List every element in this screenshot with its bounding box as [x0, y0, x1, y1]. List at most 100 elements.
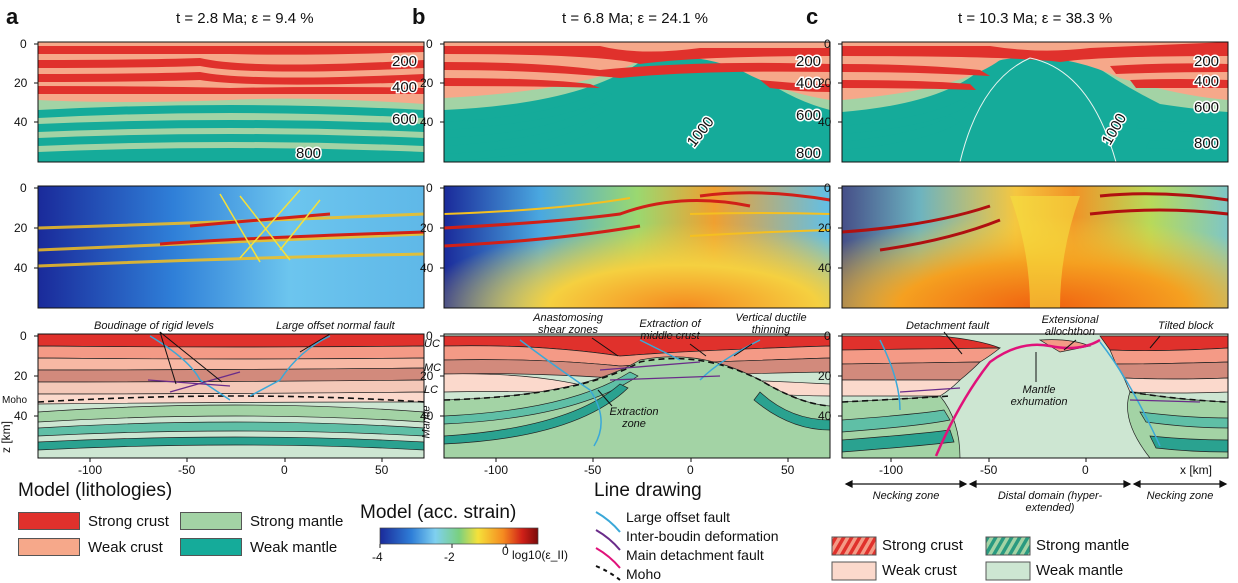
lithology-panel-c: [842, 42, 1228, 163]
strain-panel-c: [841, 186, 1229, 308]
panel-letter-c: c: [806, 4, 819, 29]
cbar-tick-m4: -4: [372, 550, 383, 564]
xtick-a-m100: -100: [78, 463, 103, 477]
moho-side-label: Moho: [2, 395, 28, 406]
legend-drawing-strong-mantle-label: Strong mantle: [1036, 537, 1130, 554]
strain-panel-b: [443, 186, 831, 308]
panel-title-a: t = 2.8 Ma; ε = 9.4 %: [176, 10, 314, 27]
ytick-a-r1-40: 40: [14, 115, 28, 129]
annot-normal-fault: Large offset normal fault: [276, 320, 395, 332]
strong-crust-swatch: [18, 512, 80, 530]
strong-mantle-label: Strong mantle: [250, 512, 344, 530]
domain-necking-left: Necking zone: [872, 490, 940, 502]
lithology-panel-a: [38, 42, 424, 162]
xtick-b-50: 50: [781, 463, 795, 477]
annot-extensional-allochthon: Extensional allochthon: [1041, 314, 1099, 338]
isotherm-a-800: 800: [296, 145, 321, 162]
isotherm-b-200: 200: [796, 53, 821, 70]
legend-line-main-detachment: [595, 547, 621, 569]
legend-large-offset-fault-label: Large offset fault: [626, 509, 731, 525]
ytick-a-r2-20: 20: [14, 221, 28, 235]
legend-drawing-weak-crust-label: Weak crust: [882, 562, 957, 579]
ytick-c-r2-40: 40: [818, 261, 832, 275]
isotherm-b-800: 800: [796, 145, 821, 162]
panel-letter-a: a: [6, 4, 19, 29]
annot-vertical-ductile: Vertical ductile thinning: [735, 312, 807, 336]
xtick-b-0: 0: [687, 463, 694, 477]
legend-strong-mantle: Strong mantle: [180, 512, 343, 530]
ytick-a-r3-20: 20: [14, 369, 28, 383]
legend-drawing-weak-mantle-label: Weak mantle: [1036, 562, 1124, 579]
isotherm-b-600: 600: [796, 107, 821, 124]
drawing-panel-b: [443, 334, 831, 459]
weak-crust-label: Weak crust: [88, 538, 163, 556]
legend-line-inter-boudin: [595, 529, 621, 551]
legend-drawing-weak-mantle-swatch: [985, 561, 1031, 581]
legend-drawing-strong-crust-label: Strong crust: [882, 537, 963, 554]
legend-main-detachment-label: Main detachment fault: [626, 547, 764, 563]
x-axis-label: x [km]: [1180, 463, 1212, 477]
ytick-a-r2-40: 40: [14, 261, 28, 275]
xtick-c-0: 0: [1082, 463, 1089, 477]
cbar-unit: log10(ε_II): [512, 548, 569, 562]
ytick-c-r3-40: 40: [818, 409, 832, 423]
xtick-a-m50: -50: [178, 463, 196, 477]
ytick-a-r3-0: 0: [20, 329, 27, 343]
ytick-c-r1-20: 20: [818, 76, 832, 90]
ytick-a-r2-0: 0: [20, 181, 27, 195]
ytick-b-r2-20: 20: [420, 221, 434, 235]
ytick-c-r3-20: 20: [818, 369, 832, 383]
legend-lithologies-title: Model (lithologies): [18, 480, 173, 501]
annot-extraction-middle: Extraction of middle crust: [639, 318, 701, 342]
isotherm-c-400: 400: [1194, 73, 1219, 90]
legend-drawing-strong-crust-swatch: [831, 536, 877, 556]
legend-inter-boudin-label: Inter-boudin deformation: [626, 528, 779, 544]
panel-letter-b: b: [412, 4, 426, 29]
ytick-b-r1-0: 0: [426, 37, 433, 51]
xtick-a-50: 50: [375, 463, 389, 477]
y-axis-label: z [km]: [0, 421, 13, 453]
strain-colorbar: [379, 527, 539, 545]
ytick-c-r2-20: 20: [818, 221, 832, 235]
isotherm-a-600: 600: [392, 111, 417, 128]
isotherm-a-400: 400: [392, 79, 417, 96]
ytick-c-r1-0: 0: [824, 37, 831, 51]
annot-mantle-exhumation: Mantle exhumation: [1010, 384, 1068, 408]
ytick-b-r3-20: 20: [420, 369, 434, 383]
weak-mantle-swatch: [180, 538, 242, 556]
lithology-panel-b: [444, 42, 830, 162]
ytick-a-r1-20: 20: [14, 76, 28, 90]
isotherm-b-400: 400: [796, 75, 821, 92]
isotherm-c-200: 200: [1194, 53, 1219, 70]
ytick-b-r2-0: 0: [426, 181, 433, 195]
ytick-b-r2-40: 40: [420, 261, 434, 275]
cbar-tick-0: 0: [502, 544, 509, 558]
isotherm-a-200: 200: [392, 53, 417, 70]
legend-weak-crust: Weak crust: [18, 538, 163, 556]
legend-moho-label: Moho: [626, 566, 662, 582]
legend-drawing-weak-crust-swatch: [831, 561, 877, 581]
lc-label: LC: [424, 384, 439, 396]
legend-strong-crust: Strong crust: [18, 512, 169, 530]
annot-boudinage: Boudinage of rigid levels: [94, 320, 214, 332]
legend-line-moho: [595, 565, 621, 581]
strong-mantle-swatch: [180, 512, 242, 530]
ytick-b-r1-40: 40: [420, 115, 434, 129]
panel-title-c: t = 10.3 Ma; ε = 38.3 %: [958, 10, 1113, 27]
ytick-b-r1-20: 20: [420, 76, 434, 90]
legend-weak-mantle: Weak mantle: [180, 538, 337, 556]
strong-crust-label: Strong crust: [88, 512, 169, 530]
ytick-c-r2-0: 0: [824, 181, 831, 195]
legend-drawing-strong-mantle-swatch: [985, 536, 1031, 556]
xtick-c-m100: -100: [879, 463, 904, 477]
legend-lines-title: Line drawing: [594, 480, 702, 501]
isotherm-c-600: 600: [1194, 99, 1219, 116]
xtick-b-m50: -50: [584, 463, 602, 477]
ytick-b-r3-0: 0: [426, 329, 433, 343]
annot-extraction-zone: Extraction zone: [609, 406, 659, 430]
xtick-a-0: 0: [281, 463, 288, 477]
domain-necking-right: Necking zone: [1146, 490, 1214, 502]
annot-tilted-block: Tilted block: [1158, 320, 1214, 332]
xtick-b-m100: -100: [484, 463, 509, 477]
